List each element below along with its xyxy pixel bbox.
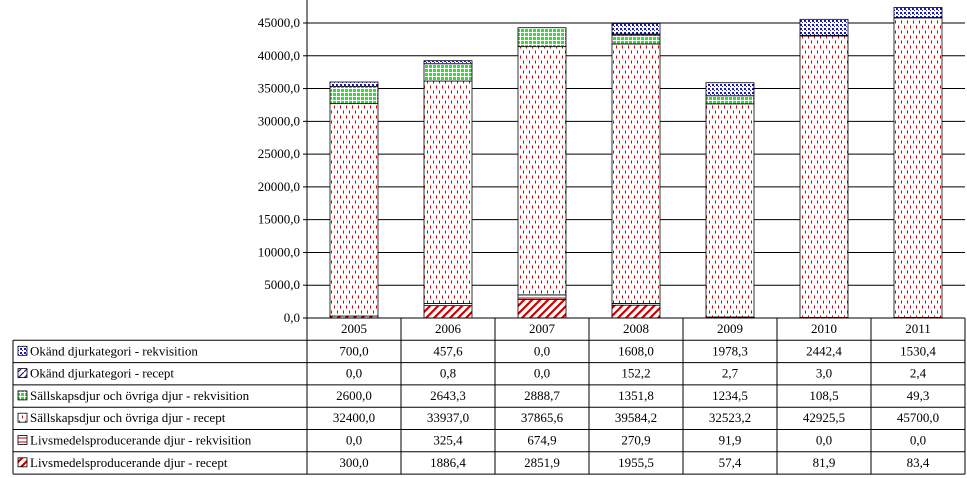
data-label: 2,4 <box>910 366 927 381</box>
data-label: 152,2 <box>621 366 650 381</box>
y-tick-label: 5000,0 <box>264 277 300 292</box>
bar-segment <box>329 81 379 87</box>
data-label: 1955,5 <box>618 455 654 470</box>
bar-segment <box>329 103 379 317</box>
data-label: 325,4 <box>433 433 463 448</box>
data-label: 0,0 <box>816 433 832 448</box>
data-label: 83,4 <box>907 455 930 470</box>
data-label: 0,0 <box>910 433 926 448</box>
bar-segment <box>705 103 755 318</box>
bar-segment <box>799 35 849 318</box>
bar-segment <box>423 60 473 65</box>
data-label: 2643,3 <box>430 388 466 403</box>
data-label: 1886,4 <box>430 455 466 470</box>
legend-label: Okänd djurkategori - rekvisition <box>30 343 198 358</box>
data-label: 0,0 <box>346 433 362 448</box>
data-label: 2888,7 <box>524 388 560 403</box>
bar-segment <box>423 305 473 319</box>
bars <box>329 7 943 319</box>
legend-label: Livsmedelsproducerande djur - recept <box>30 455 228 470</box>
data-label: 0,0 <box>346 366 362 381</box>
x-tick-label: 2006 <box>435 321 462 336</box>
data-label: 108,5 <box>809 388 838 403</box>
data-label: 42925,5 <box>803 410 845 425</box>
x-tick-label: 2007 <box>529 321 556 336</box>
x-tick-label: 2010 <box>811 321 837 336</box>
bar-segment <box>517 46 567 296</box>
legend-label: Livsmedelsproducerande djur - rekvisitio… <box>30 433 252 448</box>
legend-label: Okänd djurkategori - recept <box>30 366 174 381</box>
data-label: 0,0 <box>534 343 550 358</box>
y-axis: 0,0 5000,0 10000,0 15000,0 20000,0 25000,0 300… <box>258 0 308 325</box>
legend-label: Sällskapsdjur och övriga djur - recept <box>30 410 226 425</box>
y-tick-label: 45000,0 <box>258 15 300 30</box>
legend-swatch <box>17 435 28 445</box>
x-tick-label: 2005 <box>341 321 367 336</box>
legend-swatch <box>17 457 28 468</box>
bar-segment <box>705 95 755 105</box>
data-label: 1530,4 <box>900 343 936 358</box>
data-label: 2851,9 <box>524 455 560 470</box>
y-tick-label: 15000,0 <box>258 212 300 227</box>
bar-segment <box>893 17 943 318</box>
y-tick-label: 0,0 <box>284 310 300 325</box>
data-label: 270,9 <box>621 433 650 448</box>
legend-swatch <box>17 412 28 423</box>
y-tick-label: 25000,0 <box>258 146 300 161</box>
data-label: 57,4 <box>719 455 742 470</box>
bar-segment <box>423 63 473 82</box>
bar-segment <box>517 27 567 48</box>
data-label: 3,0 <box>816 366 832 381</box>
bar-segment <box>611 34 661 45</box>
bar-segment <box>611 304 661 319</box>
data-label: 37865,6 <box>521 410 564 425</box>
legend-swatch <box>17 390 28 401</box>
data-label: 1978,3 <box>712 343 748 358</box>
data-label: 674,9 <box>527 433 556 448</box>
x-tick-label: 2009 <box>717 321 743 336</box>
data-label: 0,0 <box>534 366 550 381</box>
bar-segment <box>329 86 379 105</box>
bar-segment <box>705 82 755 97</box>
data-label: 32400,0 <box>333 410 375 425</box>
bar-segment <box>611 23 661 35</box>
data-label: 1351,8 <box>618 388 654 403</box>
data-label: 33937,0 <box>427 410 469 425</box>
y-tick-label: 35000,0 <box>258 81 300 96</box>
x-tick-label: 2008 <box>623 321 649 336</box>
data-label: 91,9 <box>719 433 742 448</box>
legend-label: Sällskapsdjur och övriga djur - rekvisit… <box>30 388 250 403</box>
data-table: 2005 2006 2007 2008 2009 2010 2011 Okänd djurka… <box>12 317 966 475</box>
data-label: 1608,0 <box>618 343 654 358</box>
data-label: 39584,2 <box>615 410 657 425</box>
data-label: 457,6 <box>433 343 463 358</box>
bar-segment <box>893 7 943 18</box>
data-label: 0,8 <box>440 366 456 381</box>
data-label: 49,3 <box>907 388 930 403</box>
y-tick-label: 30000,0 <box>258 113 300 128</box>
y-tick-label: 20000,0 <box>258 179 300 194</box>
data-label: 1234,5 <box>712 388 748 403</box>
data-label: 2,7 <box>722 366 739 381</box>
legend-swatch <box>17 368 28 379</box>
data-label: 32523,2 <box>709 410 751 425</box>
legend-swatch <box>17 345 28 356</box>
y-tick-label: 40000,0 <box>258 48 300 63</box>
bar-segment <box>611 43 661 304</box>
bar-segment <box>517 294 567 300</box>
bar-segment <box>423 80 473 304</box>
data-label: 300,0 <box>339 455 368 470</box>
data-label: 700,0 <box>339 343 368 358</box>
data-label: 45700,0 <box>897 410 939 425</box>
data-label: 81,9 <box>813 455 836 470</box>
data-label: 2442,4 <box>806 343 842 358</box>
x-tick-label: 2011 <box>905 321 931 336</box>
data-label: 2600,0 <box>336 388 372 403</box>
y-tick-label: 10000,0 <box>258 244 300 259</box>
bar-segment <box>799 18 849 36</box>
bar-segment <box>517 298 567 319</box>
